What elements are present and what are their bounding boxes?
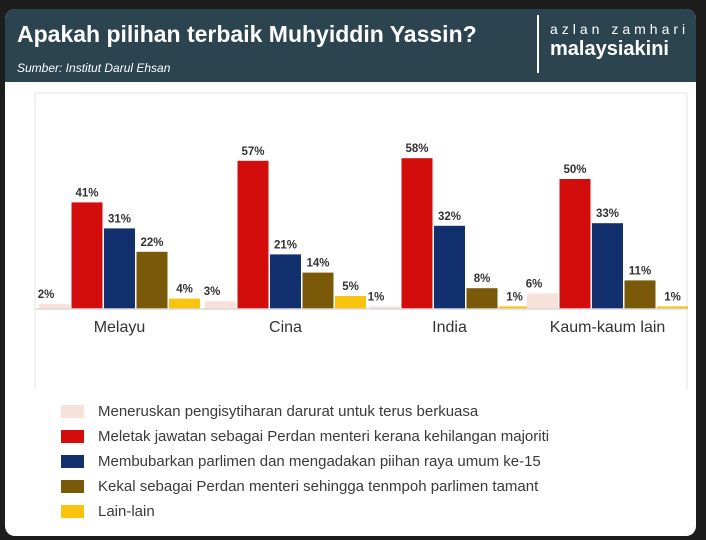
bar-0-3 [136,251,168,309]
data-label-0-4: 4% [176,284,193,296]
bar-1-3 [302,272,334,309]
legend: Meneruskan pengisytiharan darurat untuk … [61,399,549,524]
bar-2-4 [499,306,530,309]
data-label-3-1: 50% [563,164,586,176]
data-label-1-1: 57% [241,146,264,158]
bar-1-2 [270,254,301,309]
legend-label-1: Meletak jawatan sebagai Perdan menteri k… [98,428,550,445]
bar-2-2 [434,225,465,309]
bar-2-0 [369,306,400,309]
author-credit: azlan zamhari [550,21,690,37]
legend-item-1: Meletak jawatan sebagai Perdan menteri k… [61,424,549,449]
data-label-2-4: 1% [506,291,523,303]
category-label-1: Cina [269,319,302,336]
brand-logo-text: malaysiakini [550,38,669,60]
bar-3-0 [527,293,558,309]
data-label-0-3: 22% [140,237,163,249]
bar-0-1 [71,202,103,309]
legend-item-4: Lain-lain [61,499,549,524]
header-bar: Apakah pilihan terbaik Muhyiddin Yassin?… [5,9,696,82]
legend-swatch-2 [61,455,84,468]
data-label-0-2: 31% [108,213,131,225]
data-label-2-2: 32% [438,211,461,223]
category-label-3: Kaum-kaum lain [550,319,666,336]
data-label-1-2: 21% [274,239,297,251]
bar-2-3 [466,288,498,309]
bar-3-2 [592,223,623,309]
legend-swatch-1 [61,430,84,443]
legend-item-2: Membubarkan parlimen dan mengadakan piih… [61,449,549,474]
category-label-2: India [432,319,467,336]
bar-0-4 [169,298,200,309]
data-label-1-4: 5% [342,281,359,293]
legend-label-0: Meneruskan pengisytiharan darurat untuk … [98,403,479,420]
legend-label-2: Membubarkan parlimen dan mengadakan piih… [98,453,541,470]
legend-label-4: Lain-lain [98,503,155,520]
bar-0-2 [104,228,135,309]
legend-item-3: Kekal sebagai Perdan menteri sehingga te… [61,474,549,499]
header-divider [537,15,539,73]
data-label-3-0: 6% [526,278,543,290]
data-label-1-3: 14% [306,258,329,270]
bar-1-4 [335,296,366,309]
bar-1-0 [205,301,236,309]
bar-chart: 2%41%31%22%4% 3%57%21%14%5%1%58%32%8%1%6%… [34,92,688,389]
category-label-0: Melayu [94,319,146,336]
data-label-2-0: 1% [368,291,385,303]
data-label-3-2: 33% [596,208,619,220]
data-label-1-0: 3% [204,286,221,298]
bar-1-1 [237,160,269,309]
data-label-3-4: 1% [664,291,681,303]
source-subtitle: Sumber: Institut Darul Ehsan [17,61,171,75]
legend-label-3: Kekal sebagai Perdan menteri sehingga te… [98,478,539,495]
data-label-0-0: 2% [38,289,55,301]
data-label-2-3: 8% [474,273,491,285]
legend-item-0: Meneruskan pengisytiharan darurat untuk … [61,399,549,424]
legend-swatch-0 [61,405,84,418]
data-label-2-1: 58% [405,143,428,155]
infographic-card: Apakah pilihan terbaik Muhyiddin Yassin?… [5,9,696,536]
bar-3-4 [657,306,688,309]
bar-3-3 [624,280,656,309]
legend-swatch-4 [61,505,84,518]
category-labels-group: Melayu Cina India Kaum-kaum lain [94,319,666,336]
bar-0-0 [39,303,70,309]
data-label-3-3: 11% [629,265,651,277]
legend-swatch-3 [61,480,84,493]
data-label-0-1: 41% [75,187,98,199]
bars-group: 2%41%31%22%4% 3%57%21%14%5%1%58%32%8%1%6%… [38,143,688,309]
chart-title: Apakah pilihan terbaik Muhyiddin Yassin? [17,21,477,47]
bar-3-1 [559,179,591,309]
bar-2-1 [401,158,433,309]
